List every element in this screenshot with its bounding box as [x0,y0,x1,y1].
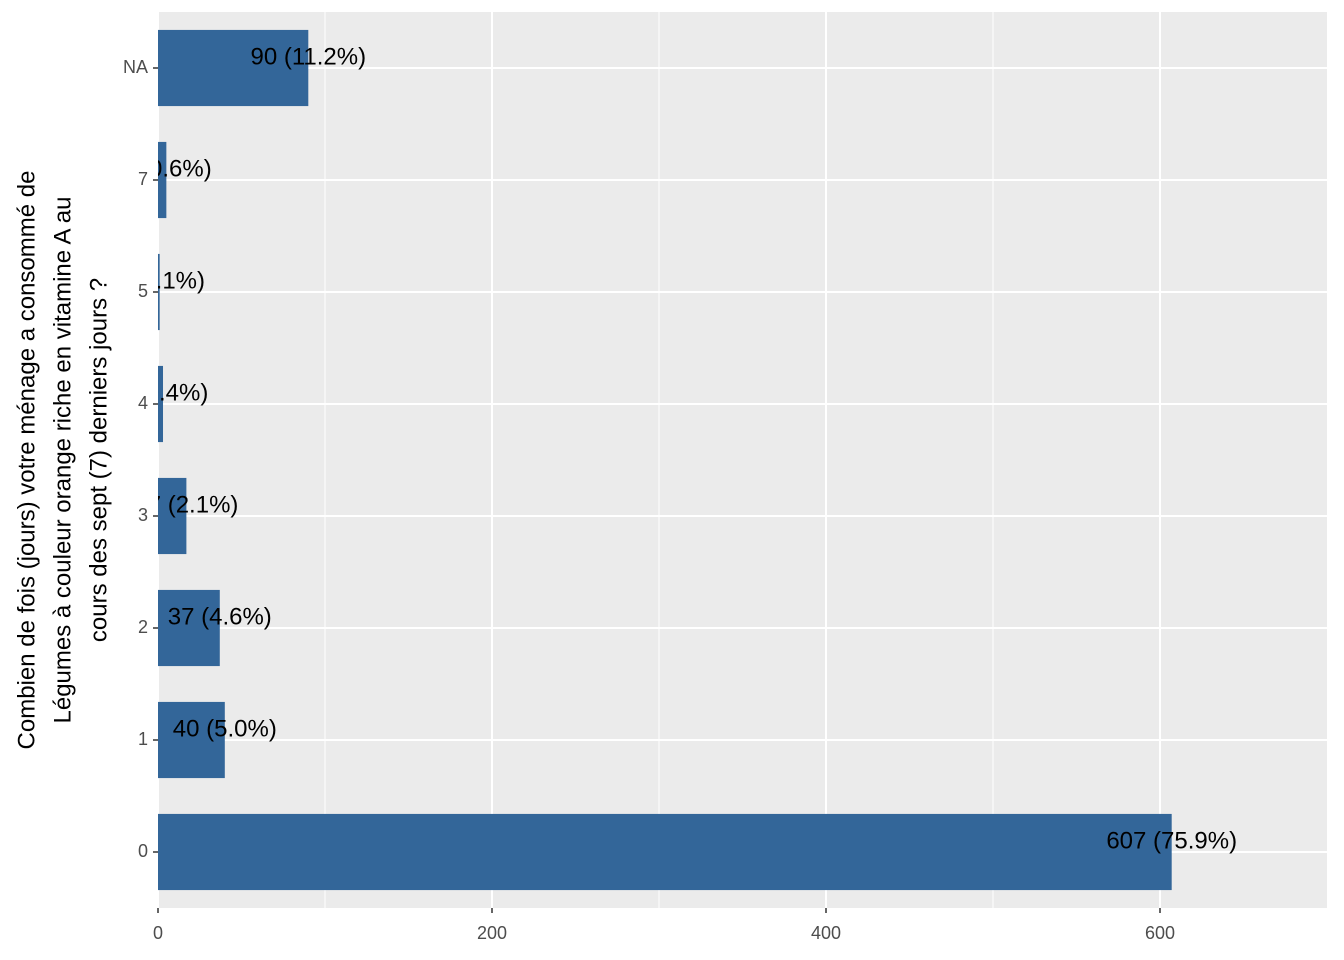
y-tick-label: 7 [138,169,148,189]
value-label: 3 (0.4%) [118,379,209,406]
y-title-line: cours des sept (7) derniers jours ? [85,278,112,642]
bar [158,813,1172,891]
y-axis-title: Combien de fois (jours) votre ménage a c… [13,171,112,750]
y-tick-label: 0 [138,841,148,861]
grid [157,12,1327,908]
value-label: 5 (0.6%) [121,155,212,182]
y-tick-label: 4 [138,393,148,413]
value-label: 37 (4.6%) [168,603,272,630]
bar [158,253,160,331]
bar [158,589,220,667]
y-tick-label: 3 [138,505,148,525]
y-title-line: Légumes à couleur orange riche en vitami… [49,196,76,723]
x-tick-label: 400 [811,923,841,943]
x-tick-label: 600 [1145,923,1175,943]
y-tick-label: 5 [138,281,148,301]
bar [158,365,164,443]
x-tick-label: 200 [477,923,507,943]
y-title-line: Combien de fois (jours) votre ménage a c… [13,171,40,750]
bar [158,29,309,107]
value-label: 90 (11.2%) [250,43,366,70]
axes: 0 200 400 600 0 1 2 3 4 5 7 NA [123,57,1175,943]
bar [158,701,225,779]
x-tick-label: 0 [153,923,163,943]
value-labels: 607 (75.9%) 40 (5.0%) 37 (4.6%) 17 (2.1%) 3 … [114,43,1237,854]
value-label: 40 (5.0%) [173,715,277,742]
value-label: 17 (2.1%) [134,491,238,518]
y-tick-label: 2 [138,617,148,637]
value-label: 607 (75.9%) [1106,827,1237,854]
y-tick-label: 1 [138,729,148,749]
bars [158,29,1172,891]
panel-background [158,12,1327,908]
bar [158,477,187,555]
bar [158,141,167,219]
y-tick-label: NA [123,57,148,77]
value-label: 1 (0.1%) [114,267,205,294]
